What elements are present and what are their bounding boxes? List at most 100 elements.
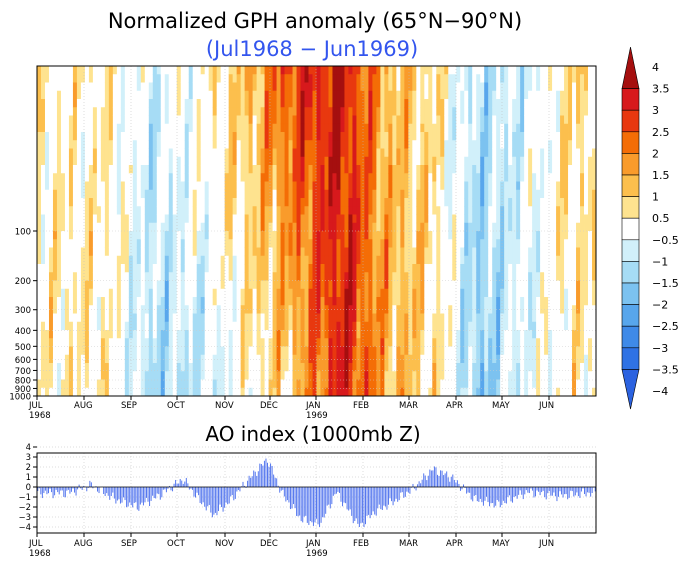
heat-cell [168,189,174,199]
heat-cell [188,115,194,125]
heat-cell [344,123,349,133]
heat-cell [148,371,154,380]
heat-cell [184,379,190,389]
heat-cell [480,189,485,199]
heat-cell [276,140,281,149]
heat-cell [156,379,162,389]
heat-cell [260,66,265,75]
heat-cell [132,66,138,75]
heat-cell [112,74,118,83]
heat-cell [304,165,309,174]
heat-cell [200,371,206,380]
heat-cell [284,206,289,215]
heat-cell [468,313,473,323]
heat-cell [504,107,509,116]
heat-cell [360,198,365,207]
heat-cell [368,74,373,83]
heat-cell [100,148,106,158]
heat-cell [84,264,90,273]
heat-cell [104,132,110,141]
heat-cell [164,90,170,100]
heat-cell [48,90,54,100]
heat-cell [396,354,401,364]
heat-cell [296,321,301,331]
heat-cell [448,272,453,281]
heat-cell [376,148,381,158]
heat-cell [288,189,293,199]
heat-cell [172,231,178,240]
heat-cell [68,305,74,314]
heat-cell [40,123,46,133]
heat-cell [436,321,441,331]
heat-cell [128,198,134,207]
heat-cell [428,123,433,133]
heat-cell [352,165,357,174]
heat-cell [372,354,377,364]
heat-cell [516,264,521,273]
heat-cell [224,363,230,372]
heat-cell [228,206,234,215]
heat-cell [37,346,42,356]
heat-cell [532,90,537,100]
heat-cell [476,297,481,306]
heat-cell [100,288,106,298]
heat-cell [196,156,202,166]
heat-cell [416,231,421,240]
heat-cell [296,90,301,100]
heat-cell [288,132,293,141]
heat-cell [116,165,122,174]
heat-cell [80,321,86,331]
heat-cell [100,181,106,191]
heat-cell [476,66,481,75]
heat-cell [396,346,401,356]
heat-cell [168,181,174,191]
heat-cell [396,132,401,141]
heat-cell [148,387,154,396]
heat-cell [204,99,210,108]
heat-cell [228,313,234,323]
heat-cell [172,115,178,125]
heat-cell [216,280,222,290]
heat-cell [80,305,86,314]
heat-cell [148,140,154,149]
heat-cell [100,297,106,306]
heat-cell [240,165,246,174]
heat-cell [440,239,445,248]
heat-cell [336,272,341,281]
heat-cell [80,288,86,298]
heat-cell [160,181,166,191]
heat-cell [212,107,218,116]
heat-cell [228,321,234,331]
heat-cell [60,222,66,232]
heat-cell [368,239,373,248]
heat-cell [404,123,409,133]
heat-cell [508,66,513,75]
heat-cell [168,214,174,224]
heat-cell [428,330,433,339]
heat-cell [280,140,285,149]
heat-cell [524,99,529,108]
heat-cell [328,181,333,191]
heat-cell [224,173,230,182]
heat-cell [92,74,98,83]
heat-cell [492,338,497,347]
heat-cell [116,255,122,265]
heat-cell [352,66,357,75]
heat-cell [428,74,433,83]
heat-cell [496,181,501,191]
heat-cell [444,66,449,75]
heat-cell [176,90,182,100]
heat-cell [56,239,62,248]
heat-cell [268,214,273,224]
heat-cell [344,74,349,83]
heat-cell [416,247,421,257]
heat-cell [288,313,293,323]
heat-cell [304,231,309,240]
heat-cell [480,346,485,356]
heat-cell [436,231,441,240]
heat-cell [500,181,505,191]
heat-cell [316,90,321,100]
heat-cell [388,99,393,108]
heat-cell [300,371,305,380]
heat-cell [64,255,70,265]
